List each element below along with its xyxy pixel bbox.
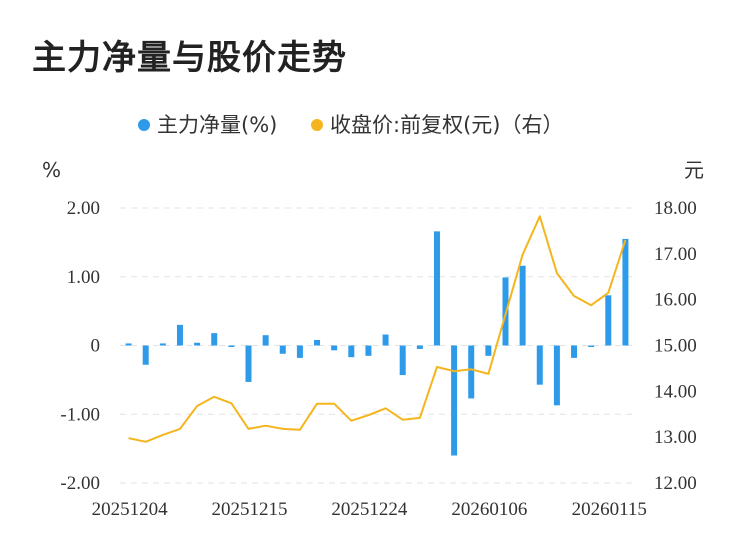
right-tick-label: 18.00 xyxy=(654,198,697,219)
left-tick-label: 2.00 xyxy=(67,198,100,219)
grid xyxy=(120,207,634,484)
line-series xyxy=(128,215,627,443)
left-tick-label: -1.00 xyxy=(60,404,100,425)
bar xyxy=(176,324,183,346)
legend-line-label: 收盘价:前复权(元)（右） xyxy=(330,113,563,137)
legend-bar-label: 主力净量(%) xyxy=(157,113,277,137)
left-axis-unit: % xyxy=(42,158,61,182)
legend-line-marker xyxy=(311,119,323,131)
bar xyxy=(245,345,252,382)
bar xyxy=(142,345,149,365)
bar xyxy=(622,238,629,346)
right-tick-label: 15.00 xyxy=(654,336,697,357)
bar xyxy=(211,333,218,346)
bar xyxy=(416,345,423,349)
legend: 主力净量(%) 收盘价:前复权(元)（右） xyxy=(138,113,563,137)
left-tick-label: 0 xyxy=(91,336,101,357)
bar xyxy=(279,345,286,354)
bar xyxy=(519,265,526,346)
x-tick-label: 20260106 xyxy=(451,499,527,520)
left-tick-label: 1.00 xyxy=(67,267,100,288)
bar xyxy=(194,342,201,346)
bar xyxy=(348,345,355,358)
bar xyxy=(433,231,440,346)
bar xyxy=(331,345,338,351)
bar xyxy=(605,295,612,346)
bar xyxy=(228,345,235,347)
bar xyxy=(125,343,132,346)
bar xyxy=(588,345,595,347)
x-tick-label: 20251215 xyxy=(212,499,288,520)
bar xyxy=(262,335,269,346)
bar-series xyxy=(125,231,629,456)
legend-bar-marker xyxy=(138,119,150,131)
left-axis-ticks: 2.00 1.00 0 -1.00 -2.00 xyxy=(60,198,100,494)
bar xyxy=(382,334,389,346)
bar xyxy=(399,345,406,376)
x-tick-label: 20251204 xyxy=(92,499,169,520)
bar xyxy=(365,345,372,356)
x-axis-ticks: 20251204 20251215 20251224 20260106 20260115 xyxy=(92,499,647,520)
x-tick-label: 20260115 xyxy=(572,499,647,520)
bar xyxy=(571,345,578,358)
right-tick-label: 14.00 xyxy=(654,381,697,402)
bar xyxy=(485,345,492,356)
right-tick-label: 16.00 xyxy=(654,290,697,311)
bar xyxy=(553,345,560,406)
bar xyxy=(314,340,321,346)
right-tick-label: 12.00 xyxy=(654,473,697,494)
right-tick-label: 13.00 xyxy=(654,427,697,448)
bar xyxy=(296,345,303,358)
bar xyxy=(536,345,543,385)
chart-title: 主力净量与股价走势 xyxy=(32,38,347,78)
bar xyxy=(468,345,475,399)
bar xyxy=(451,345,458,456)
left-tick-label: -2.00 xyxy=(60,473,100,494)
right-tick-label: 17.00 xyxy=(654,244,697,265)
bar xyxy=(159,343,166,346)
right-axis-ticks: 18.00 17.00 16.00 15.00 14.00 13.00 12.00 xyxy=(654,198,697,494)
right-axis-unit: 元 xyxy=(684,158,704,182)
price-line xyxy=(128,215,627,443)
x-tick-label: 20251224 xyxy=(331,499,408,520)
